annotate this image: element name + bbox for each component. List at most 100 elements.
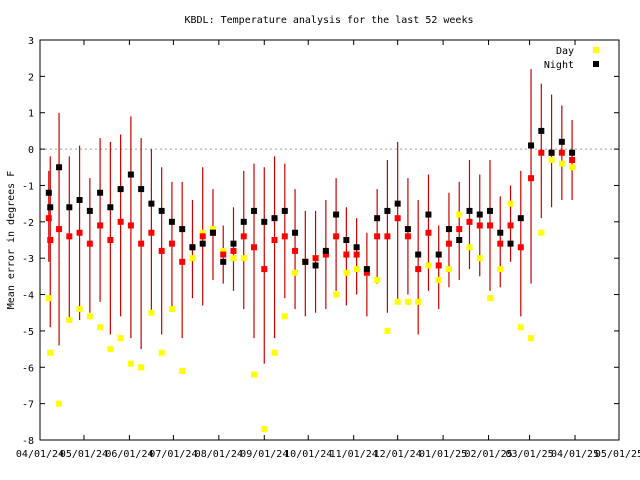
night-point [497,229,504,236]
x-tick-label: 04/01/25 [551,449,599,460]
day-point [476,255,483,262]
night-point [179,226,186,233]
legend-label: Night [544,60,574,71]
mean-points [45,149,576,276]
night-point [261,218,268,225]
night-point [76,197,83,203]
y-ticks: 3 2 1 0 -1 -2 -3 -4 -5 -6 -7 -8 [22,36,619,447]
night-point [456,237,463,243]
mean-point [179,258,186,265]
night-point [558,138,565,145]
mean-point [47,237,54,243]
day-point [86,313,93,320]
mean-point [138,240,145,247]
night-point [302,258,309,265]
night-point [343,237,350,243]
night-point [271,215,278,222]
night-point [138,186,145,193]
y-tick-label: -3 [22,254,34,265]
night-point [548,149,555,156]
x-tick-label: 05/01/25 [595,449,640,460]
day-point [251,371,258,378]
night-point [148,200,155,207]
y-tick-label: -5 [22,327,34,338]
mean-point [476,222,483,229]
legend-label: Day [556,46,574,57]
mean-point [445,240,452,247]
day-point [158,349,165,356]
day-point [209,226,216,233]
night-point [251,207,258,214]
mean-point [456,226,463,233]
legend-swatch [593,47,599,53]
x-tick-label: 10/01/24 [284,449,332,460]
y-tick-label: -1 [22,181,34,192]
mean-point [66,233,73,240]
mean-point [292,247,299,254]
day-point [199,229,206,236]
night-point [117,186,124,193]
mean-point [107,237,114,243]
x-tick-label: 11/01/24 [330,449,378,460]
day-point [517,324,524,331]
mean-point [322,251,329,258]
mean-point [168,240,175,247]
x-ticks: 04/01/2405/01/2406/01/2407/01/2408/01/24… [16,40,640,460]
x-tick-label: 05/01/24 [60,449,108,460]
night-point [209,229,216,236]
mean-point [127,222,134,229]
night-point [97,189,104,196]
mean-point [271,237,278,243]
night-point [107,204,114,211]
night-point [56,164,63,171]
day-point [538,229,545,236]
night-point [47,204,54,211]
day-point [384,327,391,334]
day-point [66,317,73,323]
day-point [425,262,432,269]
plot-border [39,39,620,441]
mean-point [117,218,124,225]
night-point [394,200,401,207]
mean-point [425,229,432,236]
night-point [404,226,411,233]
mean-point [538,149,545,156]
day-point [343,269,350,276]
day-point [445,266,452,273]
night-point [569,149,576,156]
mean-point [343,251,350,258]
day-point [528,335,535,342]
y-tick-label: -4 [22,291,34,302]
mean-point [56,226,63,233]
night-point [86,207,93,214]
day-point [45,295,52,302]
night-point [374,215,381,222]
day-point [456,211,463,218]
night-point [517,215,524,222]
day-point [569,164,576,171]
day-point [281,313,288,320]
mean-point [384,233,391,240]
mean-point [374,233,381,240]
day-point [261,426,268,433]
y-tick-label: -2 [22,218,34,229]
night-point [230,240,237,247]
mean-point [45,215,52,222]
day-point [466,244,473,251]
night-point [322,247,329,254]
night-point [538,127,545,134]
mean-point [261,266,268,273]
y-axis-label: Mean error in degrees F [6,171,17,309]
night-point [415,251,422,258]
night-point [476,211,483,218]
x-tick-label: 08/01/24 [195,449,243,460]
mean-point [487,222,494,229]
error-bars [48,69,573,364]
day-point [374,277,381,283]
mean-point [251,244,258,251]
mean-point [281,233,288,240]
day-point [271,349,278,356]
night-point [384,207,391,214]
mean-point [466,218,473,225]
day-point [127,360,134,367]
